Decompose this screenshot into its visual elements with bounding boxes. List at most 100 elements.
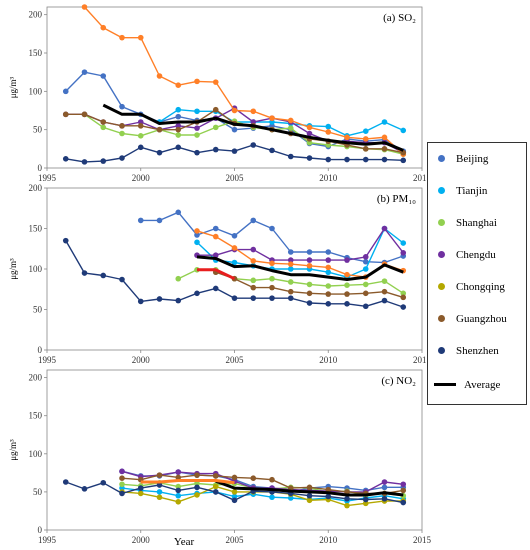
series-line bbox=[140, 479, 235, 485]
data-point bbox=[287, 266, 294, 272]
y-tick-label: 100 bbox=[29, 264, 43, 274]
panel-1: 0 50 100 150 200 1995 2000 2005 2010 2015 μg/m³ (a)… bbox=[8, 4, 432, 183]
series-shanghai bbox=[81, 111, 407, 157]
data-point bbox=[269, 275, 275, 282]
y-tick-label: 150 bbox=[29, 48, 43, 58]
data-point bbox=[250, 142, 257, 148]
legend-marker bbox=[438, 283, 445, 290]
data-point bbox=[175, 492, 182, 499]
legend-marker bbox=[438, 251, 445, 258]
data-point bbox=[381, 288, 388, 295]
data-point bbox=[62, 237, 69, 244]
data-point bbox=[306, 155, 313, 161]
series-line bbox=[197, 227, 404, 261]
x-tick-label: 2000 bbox=[132, 355, 151, 365]
data-point bbox=[175, 469, 182, 475]
y-axis-label: μg/m³ bbox=[8, 76, 18, 98]
data-point bbox=[194, 239, 200, 246]
data-point bbox=[287, 288, 294, 295]
legend-item-tianjin: Tianjin bbox=[434, 183, 487, 199]
data-point bbox=[269, 123, 275, 129]
data-point bbox=[344, 291, 350, 297]
series-chengdu bbox=[194, 225, 407, 263]
data-point bbox=[81, 486, 88, 492]
data-point bbox=[231, 497, 238, 504]
data-point bbox=[212, 473, 219, 479]
y-tick-label: 50 bbox=[33, 487, 43, 497]
data-point bbox=[81, 4, 88, 10]
data-point bbox=[287, 261, 294, 267]
data-point bbox=[100, 119, 107, 125]
data-point bbox=[212, 252, 219, 259]
data-point bbox=[119, 475, 125, 481]
data-point bbox=[231, 148, 238, 154]
data-point bbox=[156, 482, 163, 488]
data-point bbox=[100, 158, 107, 164]
data-point bbox=[344, 156, 350, 163]
legend-label: Shenzhen bbox=[456, 345, 499, 357]
legend-item-beijing: Beijing bbox=[434, 151, 488, 167]
data-point bbox=[325, 129, 332, 135]
x-tick-label: 1995 bbox=[38, 535, 57, 545]
data-point bbox=[137, 298, 144, 305]
data-point bbox=[231, 126, 238, 133]
data-point bbox=[250, 475, 257, 481]
data-point bbox=[250, 295, 257, 301]
data-point bbox=[175, 474, 182, 481]
data-point bbox=[381, 278, 388, 284]
data-point bbox=[250, 246, 257, 253]
data-point bbox=[325, 269, 332, 276]
data-point bbox=[137, 485, 144, 491]
data-point bbox=[137, 123, 144, 129]
data-point bbox=[362, 303, 369, 310]
data-point bbox=[212, 225, 219, 232]
data-point bbox=[156, 149, 163, 156]
data-point bbox=[100, 24, 107, 31]
data-point bbox=[344, 257, 350, 263]
data-point bbox=[400, 250, 407, 256]
data-point bbox=[231, 489, 238, 495]
data-point bbox=[269, 494, 275, 501]
data-point bbox=[325, 301, 332, 307]
x-tick-label: 2015 bbox=[413, 535, 432, 545]
data-point bbox=[269, 476, 275, 483]
data-point bbox=[175, 209, 182, 216]
data-point bbox=[194, 290, 200, 297]
data-point bbox=[400, 499, 407, 506]
x-tick-label: 2010 bbox=[319, 173, 338, 183]
legend-item-guangzhou: Guangzhou bbox=[434, 311, 507, 327]
data-point bbox=[175, 82, 182, 88]
data-point bbox=[287, 153, 294, 160]
x-tick-label: 2000 bbox=[132, 173, 151, 183]
data-point bbox=[269, 115, 275, 121]
data-point bbox=[175, 106, 182, 113]
data-point bbox=[287, 257, 294, 263]
series-guangzhou bbox=[119, 472, 407, 497]
data-point bbox=[362, 496, 369, 503]
data-point bbox=[62, 479, 69, 485]
series-average bbox=[102, 103, 404, 152]
x-tick-label: 2015 bbox=[413, 355, 432, 365]
legend-label: Guangzhou bbox=[456, 313, 507, 325]
data-point bbox=[119, 103, 125, 110]
data-point bbox=[362, 128, 369, 134]
data-point bbox=[119, 481, 125, 488]
y-tick-label: 0 bbox=[38, 345, 43, 355]
legend-label: Shanghai bbox=[456, 217, 497, 229]
data-point bbox=[306, 249, 313, 255]
x-tick-label: 1995 bbox=[38, 173, 57, 183]
data-point bbox=[306, 300, 313, 306]
data-point bbox=[250, 258, 257, 264]
data-point bbox=[81, 69, 88, 75]
data-point bbox=[362, 258, 369, 265]
data-point bbox=[81, 159, 88, 165]
data-point bbox=[325, 283, 332, 289]
data-point bbox=[306, 281, 313, 288]
data-point bbox=[269, 119, 275, 125]
legend-marker bbox=[438, 155, 445, 162]
data-point bbox=[137, 490, 144, 497]
data-point bbox=[194, 232, 200, 238]
data-point bbox=[325, 156, 332, 163]
data-point bbox=[269, 225, 275, 232]
data-point bbox=[194, 108, 200, 115]
